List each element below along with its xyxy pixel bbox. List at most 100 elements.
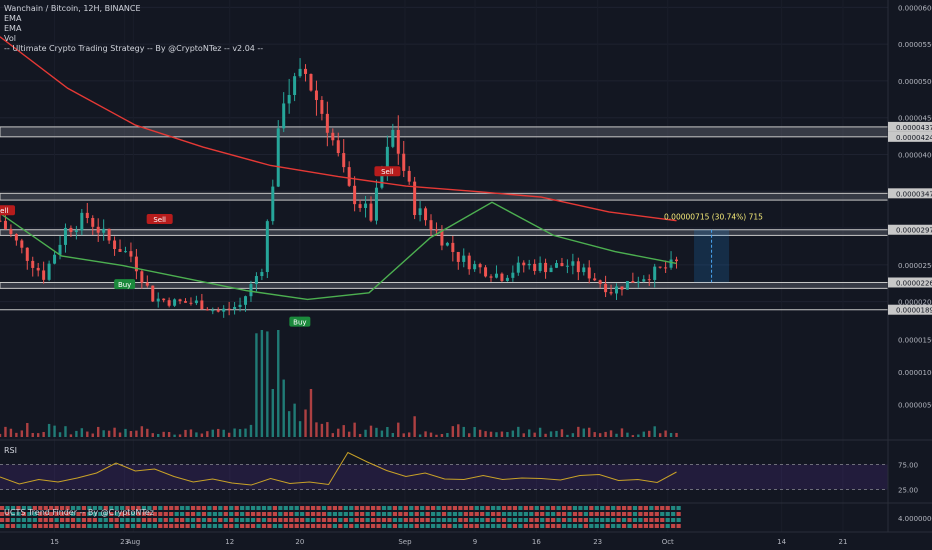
date-tick: 21 (838, 538, 847, 546)
trend-cell (54, 506, 59, 510)
trend-cell (469, 512, 474, 516)
sr-zone (0, 126, 889, 138)
candle-body (364, 203, 368, 208)
trend-cell (649, 524, 654, 528)
volume-bar (582, 428, 585, 437)
date-tick: 16 (532, 538, 541, 546)
candle-body (582, 267, 586, 273)
volume-bar (260, 330, 264, 437)
trend-cell (294, 506, 299, 510)
trend-cell (10, 512, 16, 516)
trend-cell (185, 524, 190, 528)
trend-cell (87, 512, 92, 516)
trend-cell (589, 518, 594, 522)
trend-cell (398, 512, 403, 516)
candle-body (391, 129, 395, 147)
trend-cell (234, 512, 239, 516)
date-tick: Aug (127, 538, 141, 546)
volume-bar (4, 426, 7, 437)
sell-signal (0, 205, 15, 216)
trend-cell (660, 506, 665, 510)
volume-bar (620, 428, 624, 437)
price-label: 0.00004375 (896, 124, 932, 132)
volume-bar (342, 425, 345, 437)
date-tick: 9 (473, 538, 477, 546)
trend-cell (163, 512, 168, 516)
trend-cell (21, 524, 27, 528)
candle-body (314, 90, 318, 101)
volume-bar (604, 431, 607, 437)
trend-cell (589, 512, 594, 516)
trend-cell (458, 512, 463, 516)
trend-cell (611, 512, 616, 516)
volume-bar (107, 430, 111, 437)
trend-cell (267, 506, 272, 510)
rsi-tick: 25.00 (898, 487, 918, 495)
indicator-ema-slow[interactable]: EMA (4, 24, 22, 33)
trend-cell (283, 512, 288, 516)
trend-cell (512, 518, 518, 522)
indicator-ucts[interactable]: -- Ultimate Crypto Trading Strategy -- B… (4, 44, 264, 53)
trend-cell (81, 518, 87, 522)
trend-cell (27, 506, 32, 510)
trend-cell (414, 518, 419, 522)
trend-cell (638, 506, 643, 510)
trend-cell (447, 518, 452, 522)
volume-bar (588, 427, 591, 437)
trend-cell (0, 524, 5, 528)
trend-cell (283, 518, 288, 522)
trend-cell (452, 518, 458, 522)
candle-body (664, 267, 668, 269)
trend-cell (665, 524, 670, 528)
trend-cell (534, 512, 539, 516)
grid (0, 6, 888, 303)
trend-cell (174, 506, 179, 510)
trend-cell (365, 524, 370, 528)
trend-cell (114, 524, 119, 528)
trend-cell (654, 524, 659, 528)
trend-cell (594, 518, 599, 522)
trend-cell (370, 506, 376, 510)
trend-cell (201, 518, 207, 522)
trend-cell (578, 524, 583, 528)
volume-bar (337, 428, 340, 437)
trend-cell (414, 506, 419, 510)
trend-cell (616, 524, 621, 528)
volume-bar (287, 411, 291, 437)
trend-cell (458, 506, 463, 510)
trend-cell (523, 518, 528, 522)
trend-cell (507, 518, 512, 522)
volume-bar (413, 416, 416, 437)
trend-cell (425, 512, 430, 516)
trend-cell (98, 512, 103, 516)
volume-bar (211, 429, 214, 437)
volume-bar (227, 432, 231, 437)
chart-title[interactable]: Wanchain / Bitcoin, 12H, BINANCE (4, 4, 141, 13)
indicator-volume[interactable]: Vol (4, 34, 16, 43)
indicator-ema-fast[interactable]: EMA (4, 14, 22, 23)
rsi-label[interactable]: RSI (4, 446, 17, 455)
buy-signal (289, 316, 311, 327)
trend-cell (10, 506, 16, 510)
volume-bar (609, 430, 613, 437)
trend-cell (425, 518, 430, 522)
candle-body (304, 68, 308, 74)
trend-cell (485, 518, 490, 522)
volume-bar (326, 422, 329, 437)
trend-cell (136, 512, 141, 516)
candle-body (113, 240, 117, 250)
trend-cell (70, 524, 76, 528)
trend-cell (125, 524, 130, 528)
candle-body (85, 212, 89, 219)
candle-body (636, 281, 640, 283)
trend-cell (316, 506, 321, 510)
volume-bar (80, 428, 84, 437)
trend-cell (240, 524, 245, 528)
trend-cell (474, 512, 479, 516)
volume-bar (500, 431, 504, 437)
candle-body (484, 267, 488, 277)
trend-cell (431, 512, 436, 516)
trend-finder-label[interactable]: UCTS Trend Finder -- By @CryptoNTez (4, 508, 154, 517)
